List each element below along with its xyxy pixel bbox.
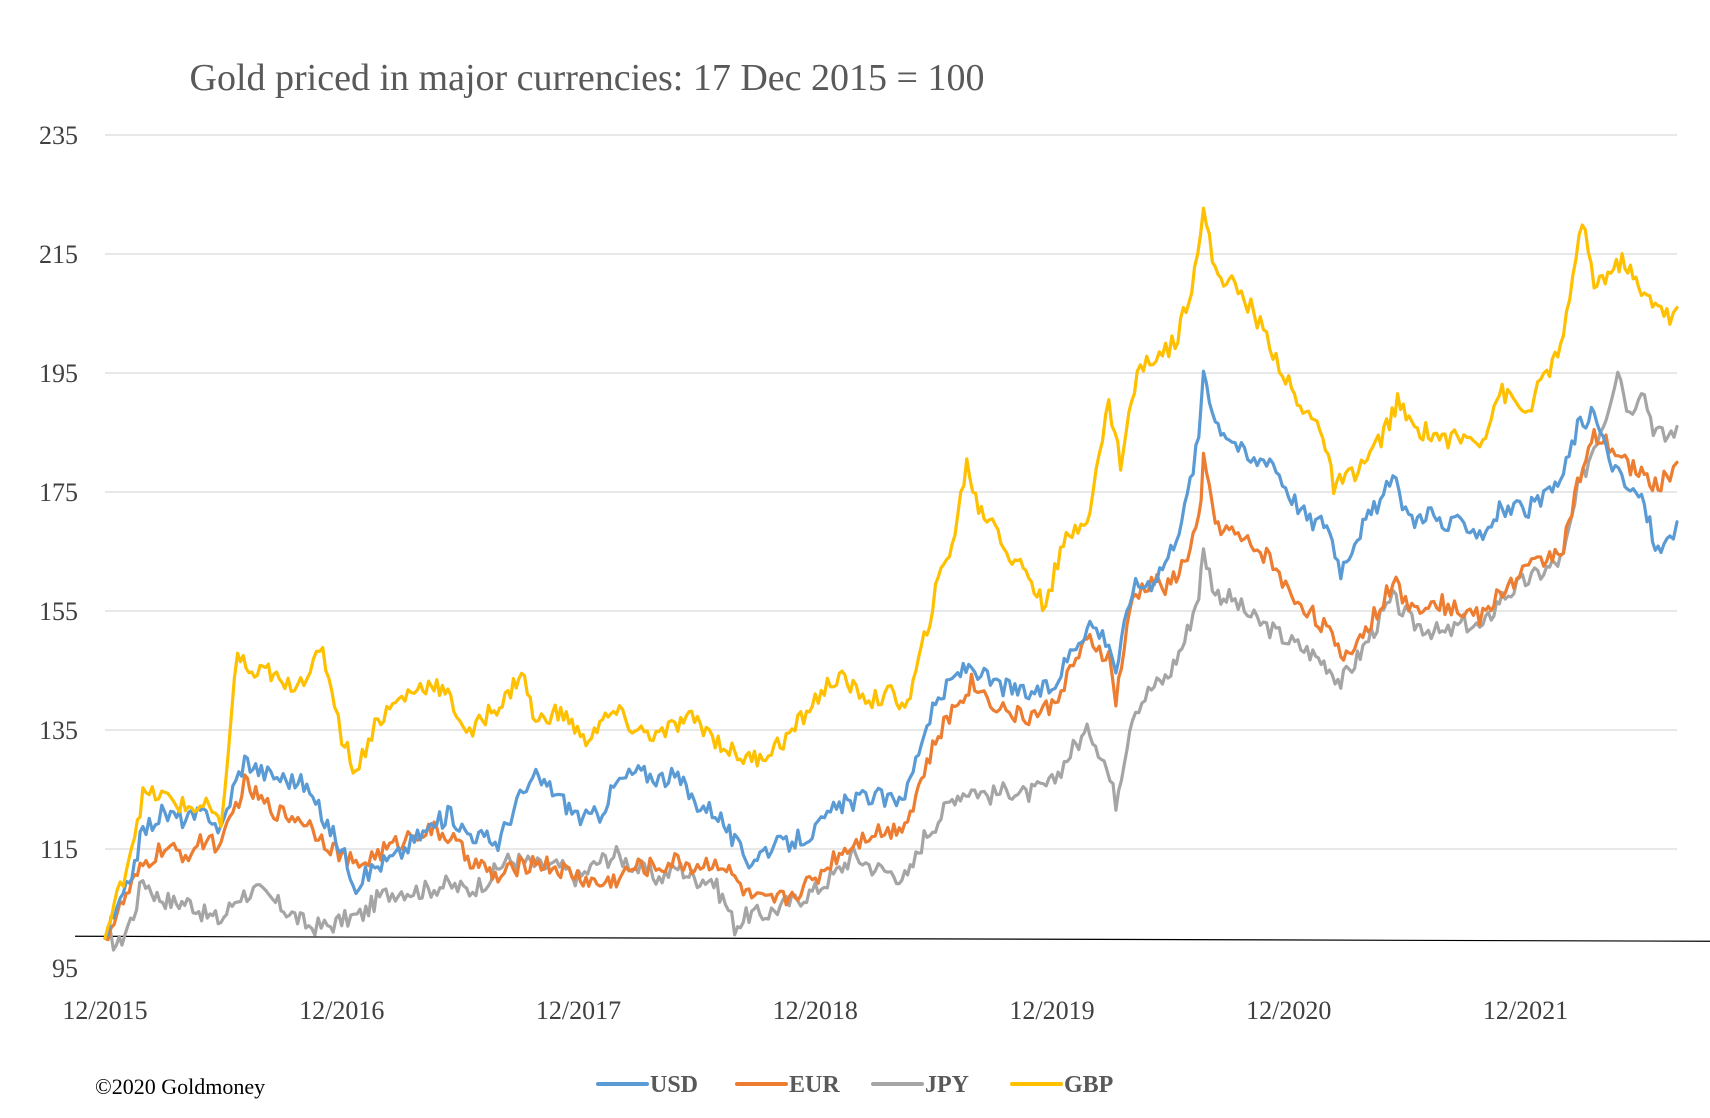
- legend-label-gbp: GBP: [1064, 1072, 1113, 1098]
- y-axis-tick-labels: 95 115 135 155 175 195 215 235: [39, 121, 78, 983]
- x-tick-label-12-2017: 12/2017: [536, 996, 621, 1025]
- legend-label-eur: EUR: [789, 1072, 840, 1098]
- y-tick-label-235: 235: [39, 121, 78, 150]
- series-line-gbp: [103, 206, 1679, 940]
- baseline-100-line: [74, 935, 1710, 942]
- chart-title: Gold priced in major currencies: 17 Dec …: [190, 57, 985, 99]
- legend-label-usd: USD: [650, 1072, 698, 1098]
- y-tick-label-195: 195: [39, 359, 78, 388]
- y-tick-label-95: 95: [52, 954, 78, 983]
- series-line-jpy: [103, 370, 1679, 952]
- x-axis-tick-labels: 12/2015 12/2016 12/2017 12/2018 12/2019 12/20…: [62, 996, 1568, 1025]
- y-tick-label-135: 135: [39, 716, 78, 745]
- series-line-eur: [103, 427, 1679, 942]
- x-tick-label-12-2020: 12/2020: [1246, 996, 1331, 1025]
- x-tick-label-12-2018: 12/2018: [773, 996, 858, 1025]
- x-tick-label-12-2015: 12/2015: [62, 996, 147, 1025]
- series-line-usd: [103, 369, 1679, 940]
- x-tick-label-12-2021: 12/2021: [1483, 996, 1568, 1025]
- copyright-note: ©2020 Goldmoney: [95, 1074, 265, 1099]
- y-tick-label-155: 155: [39, 597, 78, 626]
- legend-label-jpy: JPY: [925, 1072, 969, 1098]
- y-tick-label-215: 215: [39, 240, 78, 269]
- y-tick-label-115: 115: [40, 835, 78, 864]
- y-tick-label-175: 175: [39, 478, 78, 507]
- grid-lines: [105, 134, 1677, 850]
- x-tick-label-12-2016: 12/2016: [299, 996, 384, 1025]
- series-lines: [103, 206, 1679, 952]
- x-tick-label-12-2019: 12/2019: [1009, 996, 1094, 1025]
- legend: USD EUR JPY GBP: [596, 1072, 1113, 1098]
